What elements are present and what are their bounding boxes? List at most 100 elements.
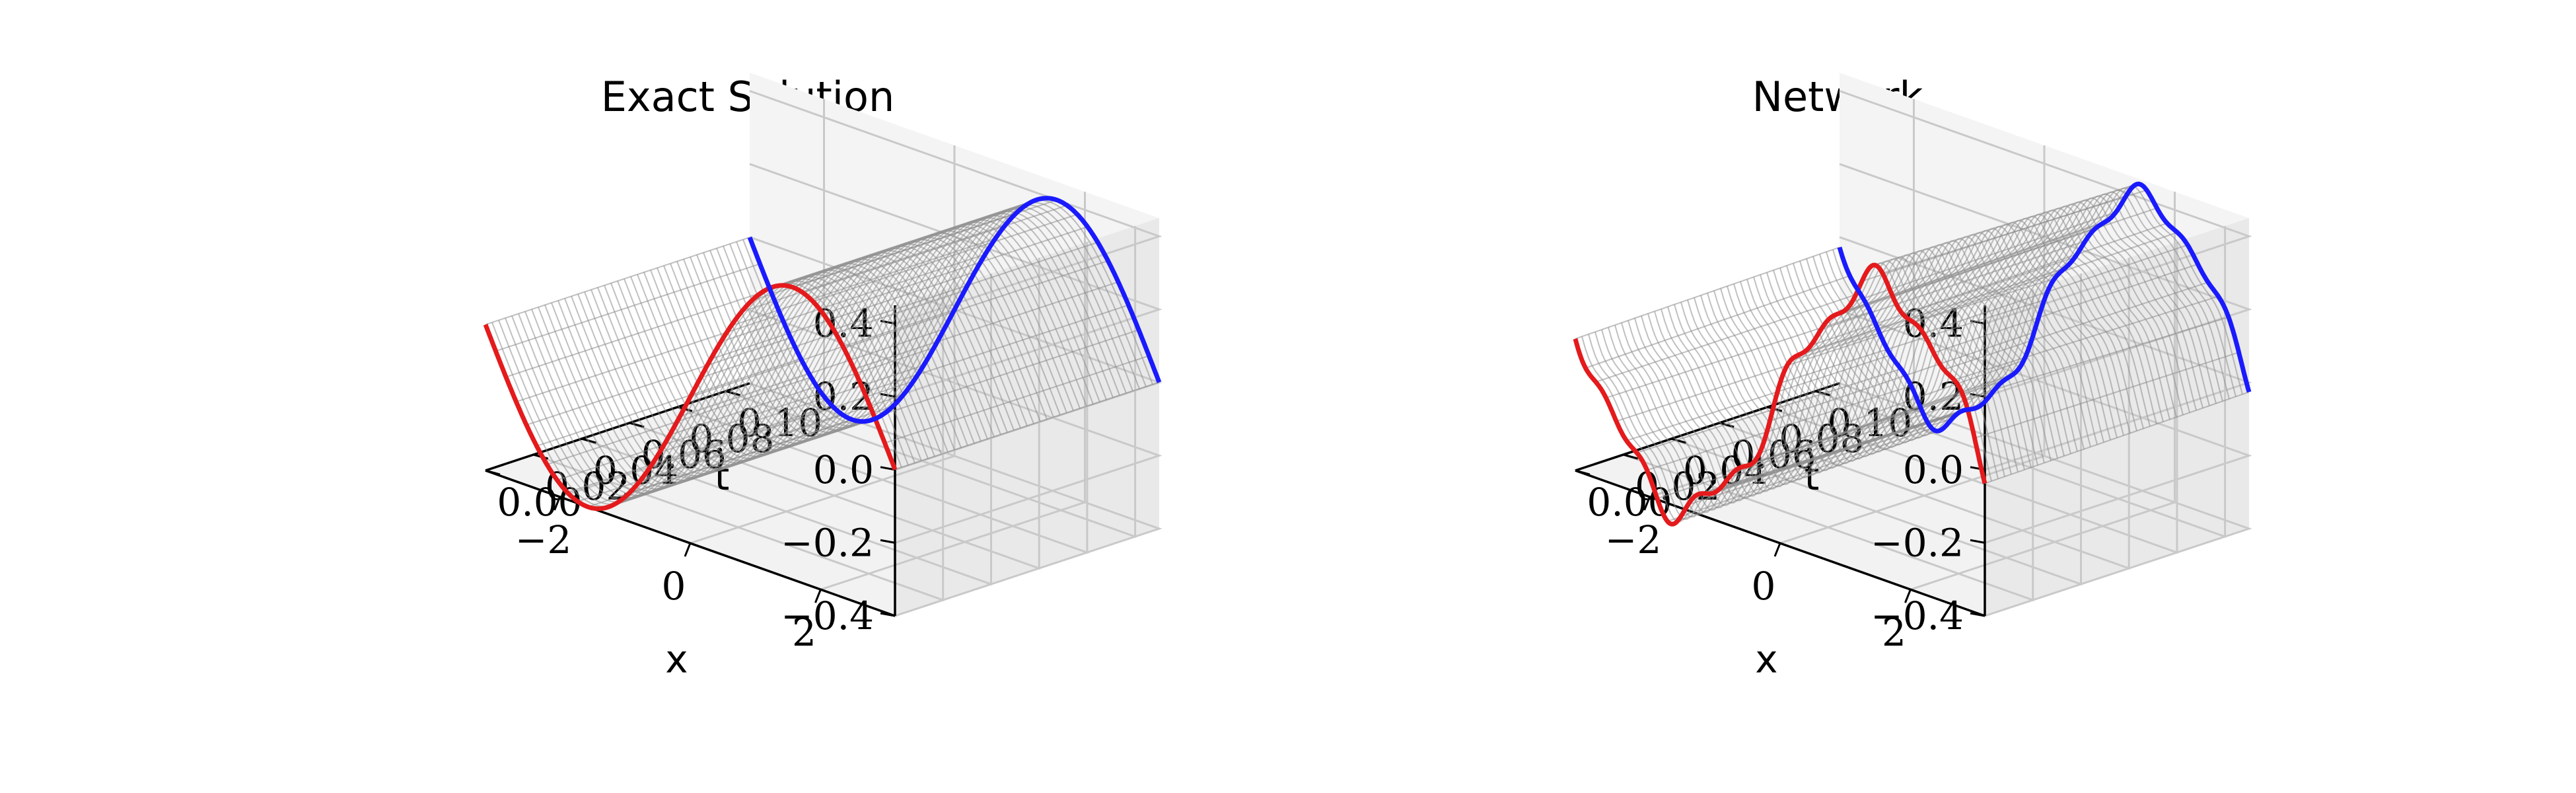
gridline-z (749, 90, 1163, 325)
side-pane (895, 218, 1159, 616)
surface-line-x (1943, 282, 2209, 371)
surface-line-x (1738, 380, 2004, 469)
x-tick-label: 2 (792, 610, 816, 655)
surface-line-x (884, 355, 1149, 444)
z-tick-label: 0.0 (813, 447, 874, 492)
surface-line-x (526, 337, 791, 426)
x-axis-label: x (665, 637, 688, 682)
surface-line-x (649, 380, 914, 469)
surface-line-x (864, 304, 1129, 393)
surface-line-x (1810, 256, 2075, 346)
surface-line-x (1657, 408, 1922, 500)
surface-line-x (1575, 246, 1840, 340)
surface-mesh (485, 197, 1160, 510)
surface-line-x (1861, 195, 2127, 282)
series-line-tmax (1837, 181, 2252, 434)
surface-line-x (669, 347, 935, 436)
surface-line-x (1688, 418, 1952, 506)
surface-line-x (1606, 311, 1871, 399)
gridline-z (1839, 90, 2252, 325)
x-tick-label: −2 (515, 517, 572, 562)
surface-line-x (536, 358, 801, 447)
gridline-z (749, 163, 1163, 398)
surface-line-x (659, 364, 924, 453)
surface-line-x (1585, 275, 1850, 369)
surface-line-x (495, 263, 760, 352)
x-tick-label: 0 (1752, 564, 1776, 609)
surface-line-x (516, 314, 781, 402)
x-tick-mark (1904, 589, 1912, 603)
surface-line-x (485, 237, 750, 326)
surface-line-x (1759, 359, 2024, 454)
gridline-z (749, 382, 1163, 617)
surface-line-x (1851, 211, 2116, 303)
surface-line-x (823, 226, 1088, 315)
surface-line-x (812, 213, 1078, 303)
t-tick-mark (1575, 469, 1591, 476)
surface-line-x (598, 420, 863, 510)
surface-line-x (843, 260, 1108, 349)
z-tick-mark (880, 612, 896, 617)
surface-line-x (680, 328, 945, 417)
x-tick-mark (684, 543, 692, 557)
gridline-z (1839, 163, 2252, 398)
z-tick-mark (880, 539, 896, 544)
surface-line-x (1616, 334, 1881, 422)
surface-line-x (1647, 385, 1912, 471)
side-pane (1985, 218, 2249, 616)
surface-line-x (577, 413, 842, 502)
surface-line-x (762, 204, 1026, 293)
x-tick-label: 2 (1882, 610, 1906, 655)
surface-line-x (1770, 331, 2034, 422)
surface-line-x (874, 329, 1139, 418)
surface-line-x (1626, 354, 1891, 441)
x-tick-mark (1643, 496, 1651, 511)
t-tick-mark (1623, 453, 1639, 460)
surface-line-x (803, 204, 1067, 293)
surface-line-x (1831, 227, 2096, 318)
surface-line-x (1820, 240, 2086, 330)
surface-line-x (1667, 427, 1932, 522)
surface-line-x (1933, 263, 2198, 354)
axes3d: 20−20.000.020.040.060.080.10−0.4−0.20.00… (485, 73, 1163, 682)
surface-line-x (894, 381, 1160, 471)
surface-line-x (608, 419, 873, 508)
surface-line-x (505, 289, 771, 378)
surface-line-x (1974, 352, 2239, 439)
surface-line-x (741, 224, 1006, 313)
t-tick-mark (725, 390, 741, 397)
axes3d: 20−20.000.020.040.060.080.10−0.4−0.20.00… (1575, 73, 2252, 682)
z-tick-mark (1970, 612, 1986, 617)
surface-line-x (710, 271, 976, 360)
surface-line-x (700, 289, 965, 379)
surface-line-x (1902, 222, 2168, 315)
surface-line-x (639, 394, 904, 483)
surface-mesh (1575, 183, 2250, 525)
surface-line-x (771, 199, 1037, 288)
surface-line-x (557, 392, 822, 481)
surface-line-x (1729, 391, 1993, 478)
t-tick-mark (629, 422, 645, 428)
panel-exact-solution: Exact Solution 20−20.000.020.040.060.080… (483, 73, 1163, 682)
x-tick-mark (554, 496, 561, 511)
x-tick-mark (814, 589, 822, 603)
surface-line-x (1595, 292, 1861, 383)
z-tick-label: −0.4 (1871, 593, 1964, 638)
t-tick-mark (485, 469, 501, 476)
z-tick-label: −0.4 (781, 593, 874, 638)
surface-line-x (1923, 244, 2188, 334)
surface-line-x (1984, 391, 2250, 484)
surface-line-x (1779, 299, 2045, 384)
z-tick-mark (1970, 539, 1986, 544)
surface-line-x (1841, 221, 2106, 313)
surface-line-x (1636, 368, 1902, 454)
surface-line-x (1698, 410, 1963, 495)
t-tick-mark (1671, 437, 1686, 444)
surface-line-x (721, 254, 985, 342)
surface-line-x (1800, 268, 2065, 355)
surface-line-x (1964, 316, 2229, 400)
z-tick-label: −0.2 (781, 520, 874, 565)
series-line-tmax (747, 196, 1162, 424)
panel-network: Network 20−20.000.020.040.060.080.10−0.4… (1573, 73, 2252, 682)
